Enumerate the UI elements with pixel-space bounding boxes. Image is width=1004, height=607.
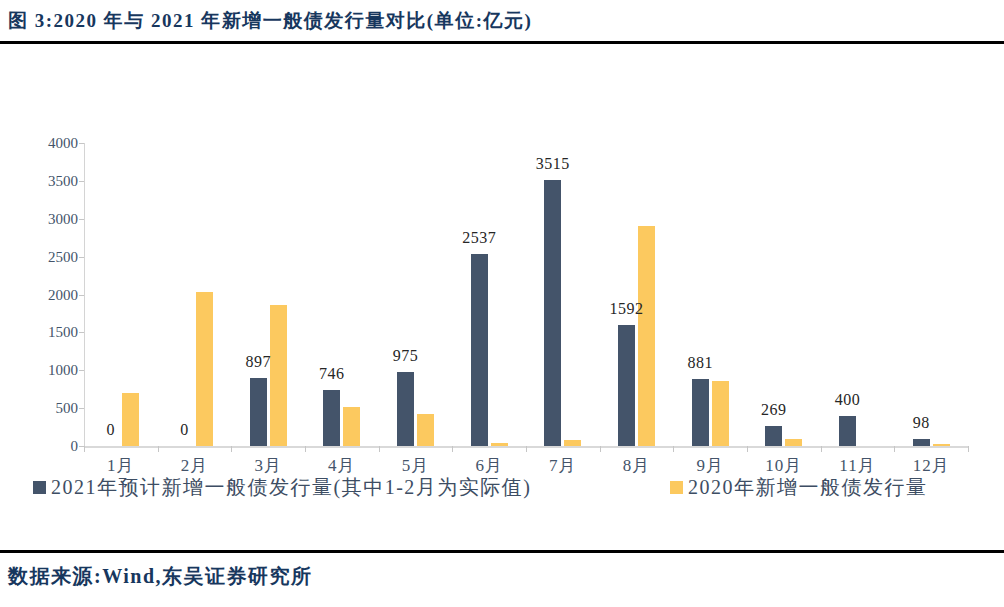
x-axis-tick [673,446,674,452]
bar-2021-6月 [471,254,488,446]
bar-2021-3月 [250,378,267,446]
y-tick-label: 2500 [18,249,78,265]
x-axis-tick [968,446,969,452]
bar-group-1月: 0 [84,143,158,446]
bar-2021-4月 [323,390,340,447]
x-axis-tick [747,446,748,452]
bar-2021-5月 [397,372,414,446]
y-tick-label: 3500 [18,173,78,189]
bar-2020-12月 [933,444,950,446]
bar-group-11月: 400 [821,143,895,446]
bar-2021-10月 [765,426,782,446]
y-tick-label: 500 [18,400,78,416]
x-axis-tick [84,446,85,452]
legend-label-2020: 2020年新增一般债发行量 [688,472,928,502]
x-axis-tick [821,446,822,452]
x-axis-tick [305,446,306,452]
bar-2021-12月 [913,439,930,446]
bar-value-label: 975 [361,347,451,365]
bar-value-label: 3515 [508,155,598,173]
bar-value-label: 1592 [582,300,672,318]
bar-value-label: 881 [655,354,745,372]
bar-group-7月: 3515 [526,143,600,446]
bar-group-4月: 746 [305,143,379,446]
legend-entry-2021: 2021年预计新增一般债发行量(其中1-2月为实际值) [33,472,531,502]
bar-2020-6月 [491,443,508,446]
bar-2021-9月 [692,379,709,446]
bar-2020-7月 [564,440,581,446]
bar-2020-3月 [270,305,287,446]
chart-legend: 2021年预计新增一般债发行量(其中1-2月为实际值) 2020年新增一般债发行… [0,472,1004,504]
report-figure-page: 图 3:2020 年与 2021 年新增一般债发行量对比(单位:亿元) 0 500… [0,0,1004,607]
bar-group-8月: 1592 [600,143,674,446]
bar-2020-9月 [712,381,729,446]
x-axis-tick [379,446,380,452]
legend-label-2021: 2021年预计新增一般债发行量(其中1-2月为实际值) [51,472,531,502]
bar-group-2月: 0 [158,143,232,446]
x-axis-tick [526,446,527,452]
figure-title: 图 3:2020 年与 2021 年新增一般债发行量对比(单位:亿元) [8,8,998,34]
x-axis-tick [452,446,453,452]
bar-group-6月: 2537 [452,143,526,446]
bar-2020-4月 [343,407,360,446]
bar-group-5月: 975 [379,143,453,446]
plot-area: 0089774697525373515159288126940098 [84,143,968,446]
y-tick-label: 2000 [18,287,78,303]
legend-entry-2020: 2020年新增一般债发行量 [670,472,928,502]
bar-2021-7月 [544,180,561,446]
x-axis-tick [894,446,895,452]
bar-value-label: 746 [287,365,377,383]
bar-group-3月: 897 [231,143,305,446]
bar-2020-10月 [785,439,802,446]
bar-value-label: 0 [140,421,230,439]
data-source: 数据来源:Wind,东吴证券研究所 [8,563,313,590]
bar-value-label: 400 [803,391,893,409]
bar-value-label: 98 [876,414,966,432]
title-divider [0,41,1004,44]
footer-divider [0,550,1004,553]
bar-2020-5月 [417,414,434,446]
x-axis-tick [600,446,601,452]
legend-swatch-2020 [670,481,683,494]
x-axis-tick [231,446,232,452]
y-tick-label: 1500 [18,324,78,340]
bar-2021-8月 [618,325,635,446]
bar-2021-11月 [839,416,856,446]
bar-2020-8月 [638,226,655,446]
y-tick-label: 3000 [18,211,78,227]
legend-swatch-2021 [33,481,46,494]
y-tick-label: 1000 [18,362,78,378]
y-tick-label: 4000 [18,135,78,151]
x-axis-tick [158,446,159,452]
bar-chart: 05001000150020002500300035004000 1月2月3月4… [0,50,1004,450]
y-tick-label: 0 [18,438,78,454]
bar-value-label: 2537 [434,229,524,247]
bar-group-12月: 98 [894,143,968,446]
